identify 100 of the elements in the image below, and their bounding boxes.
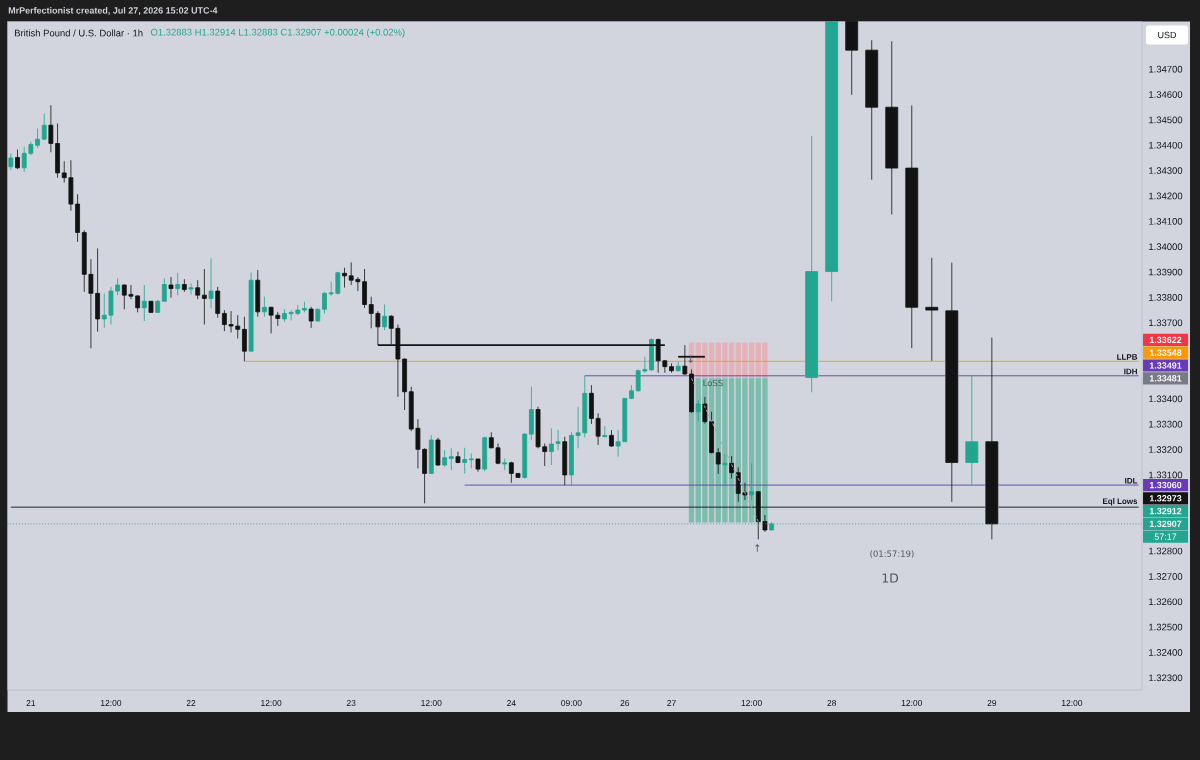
- text: 57:17: [1154, 533, 1177, 540]
- candlestick: [15, 149, 20, 170]
- candlestick: [208, 257, 214, 309]
- x-tick-label: 12:00: [421, 700, 442, 706]
- x-tick-label: 22: [186, 700, 196, 706]
- y-tick-label: 1.34300: [1149, 167, 1183, 174]
- candlestick: [455, 451, 461, 464]
- candlestick: [201, 268, 207, 325]
- y-tick-label: 1.34600: [1149, 91, 1183, 98]
- candlestick: [885, 40, 899, 215]
- candlestick: [462, 447, 468, 474]
- candlestick: [945, 262, 959, 503]
- candlestick: [675, 361, 681, 373]
- candlestick: [609, 429, 614, 448]
- candlestick: [382, 304, 387, 331]
- candlestick: [141, 284, 147, 322]
- y-tick-label: 1.33300: [1149, 420, 1183, 428]
- candlestick: [155, 299, 161, 313]
- candlestick: [925, 257, 939, 362]
- y-tick-label: 1.34000: [1149, 243, 1183, 251]
- data-label: 1.33060: [1149, 481, 1182, 489]
- y-tick-label: 1.34500: [1149, 116, 1183, 124]
- y-tick-label: 1.33900: [1149, 268, 1183, 276]
- ref-line-label: 1.32907: [1149, 520, 1182, 528]
- candlestick: [342, 267, 347, 288]
- candlestick: [181, 278, 187, 293]
- x-tick-label: 23: [346, 700, 356, 706]
- line-series: [691, 377, 759, 523]
- candlestick: [215, 286, 221, 319]
- candlestick: [729, 455, 734, 479]
- text: 1.33481: [1149, 375, 1182, 382]
- candlestick: [262, 296, 267, 318]
- candlestick: [475, 458, 481, 473]
- candlestick: [322, 291, 327, 314]
- x-tick-label: 12:00: [1061, 700, 1083, 706]
- candlestick: [482, 436, 488, 472]
- y-tick-label: 1.34400: [1149, 141, 1183, 149]
- y-tick-label: 1.32700: [1149, 573, 1183, 580]
- data-label: 1.33491: [1149, 362, 1182, 369]
- x-tick-label: 28: [827, 700, 837, 706]
- candlestick: [435, 437, 441, 467]
- y-tick-label: 1.34100: [1149, 217, 1183, 225]
- y-tick-label: 1.32300: [1149, 674, 1183, 682]
- text: 1.32912: [1149, 507, 1182, 515]
- candlestick: [528, 386, 534, 441]
- data-label: 1.33548: [1149, 349, 1182, 356]
- candlestick: [8, 152, 14, 171]
- candlestick: [315, 307, 321, 323]
- data-label: 1.32973: [1149, 495, 1182, 502]
- candlestick: [448, 447, 454, 471]
- candlestick: [428, 434, 434, 474]
- y-tick-label: 1.32400: [1149, 649, 1183, 656]
- candlestick: [695, 399, 701, 423]
- candlestick: [522, 432, 528, 479]
- candlestick: [195, 279, 201, 300]
- candlestick: [161, 277, 167, 303]
- y-tick-label: 1.32600: [1149, 598, 1183, 606]
- annotation: (01:57:19): [870, 550, 914, 558]
- y-tick-label: 1.33700: [1149, 319, 1183, 327]
- x-tick-label: 12:00: [261, 700, 282, 706]
- y-tick-label: 1.33100: [1149, 471, 1183, 479]
- candlestick: [715, 447, 721, 475]
- x-tick-label: 29: [987, 700, 997, 706]
- text: MrPerfectionist created, Jul 27, 2026 15:02 UTC-4: [8, 7, 218, 15]
- candlestick: [649, 338, 654, 372]
- candlestick: [965, 375, 979, 486]
- text: 1.33622: [1149, 336, 1182, 344]
- candlestick: [175, 272, 181, 296]
- candlestick: [562, 436, 568, 486]
- candlestick: [468, 452, 474, 469]
- candlestick: [255, 269, 261, 318]
- candlestick: [502, 458, 508, 471]
- candlestick: [905, 105, 919, 349]
- y-tick-label: 1.32800: [1149, 547, 1183, 555]
- candlestick: [845, 21, 859, 96]
- x-tick-label: 12:00: [901, 700, 923, 706]
- candlestick: [602, 425, 608, 438]
- annotation: 1D: [882, 573, 899, 583]
- y-tick-label: 1.33800: [1149, 294, 1183, 301]
- candlestick: [308, 306, 314, 329]
- x-tick-label: 12:00: [100, 700, 122, 706]
- text: British Pound / U.S. Dollar · 1h: [14, 29, 143, 37]
- y-tick-label: 1.34700: [1149, 65, 1183, 73]
- x-tick-label: 27: [667, 700, 676, 706]
- candlestick: [148, 300, 154, 313]
- x-tick-label: 24: [507, 700, 516, 706]
- y-tick-label: 1.33200: [1149, 446, 1183, 453]
- candlestick: [865, 39, 879, 181]
- candlestick: [669, 362, 674, 374]
- y-axis-title: USD: [1158, 31, 1177, 39]
- candlestick: [188, 283, 194, 295]
- candlestick: [825, 21, 839, 302]
- annotation: ↑: [755, 544, 760, 552]
- candlestick: [248, 272, 254, 352]
- candlestick: [805, 135, 819, 393]
- x-tick-label: 21: [26, 700, 36, 706]
- y-tick-label: 1.33400: [1149, 395, 1183, 403]
- x-tick-label: 12:00: [741, 700, 762, 706]
- candlestick: [242, 316, 247, 362]
- candlestick: [168, 276, 174, 299]
